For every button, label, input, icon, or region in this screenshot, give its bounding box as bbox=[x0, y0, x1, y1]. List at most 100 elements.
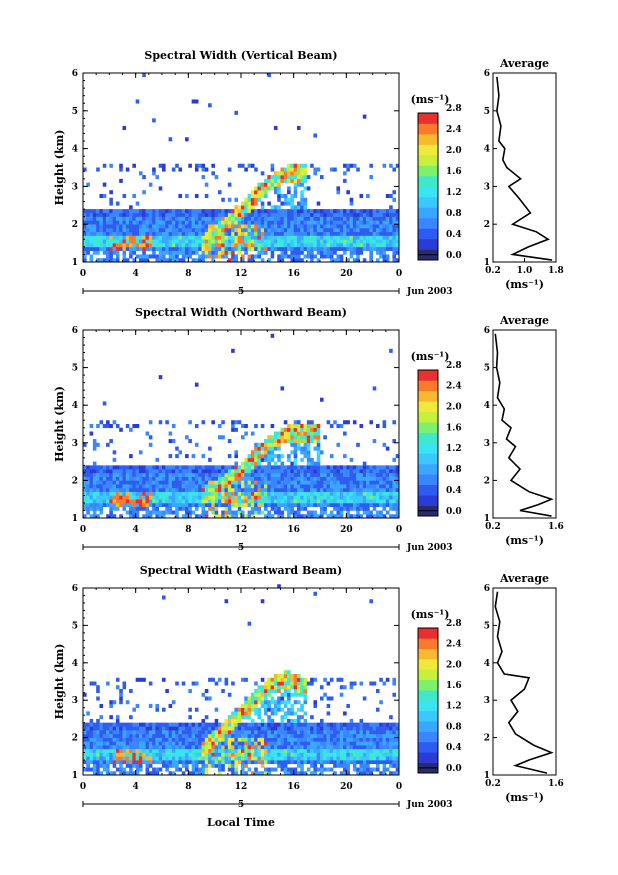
heatmap-cell bbox=[369, 235, 373, 240]
heatmap-cell bbox=[385, 756, 390, 761]
heatmap-cell bbox=[300, 182, 304, 187]
heatmap-cell bbox=[109, 748, 113, 753]
heatmap-cell bbox=[244, 756, 248, 761]
heatmap-cell bbox=[214, 235, 219, 240]
heatmap-cell bbox=[214, 718, 219, 723]
heatmap-cell bbox=[178, 193, 183, 199]
heatmap-cell bbox=[277, 480, 281, 485]
heatmap-cell bbox=[241, 487, 245, 492]
heatmap-cell bbox=[287, 454, 291, 459]
heatmap-cell bbox=[257, 461, 262, 466]
heatmap-cell bbox=[382, 484, 387, 489]
heatmap-cell bbox=[231, 771, 235, 776]
heatmap-cell bbox=[267, 209, 271, 214]
heatmap-cell bbox=[115, 231, 120, 236]
heatmap-cell bbox=[96, 424, 100, 429]
heatmap-cell bbox=[257, 227, 262, 233]
heatmap-cell bbox=[175, 767, 179, 772]
heatmap-cell bbox=[89, 681, 94, 686]
heatmap-cell bbox=[194, 243, 199, 248]
heatmap-cell bbox=[155, 216, 160, 221]
heatmap-cell bbox=[257, 692, 262, 697]
heatmap-cell bbox=[382, 235, 387, 240]
heatmap-cell bbox=[310, 510, 314, 515]
heatmap-cell bbox=[188, 760, 192, 765]
heatmap-cell bbox=[198, 737, 202, 742]
heatmap-cell bbox=[267, 771, 271, 776]
heatmap-cell bbox=[145, 220, 150, 225]
heatmap-cell bbox=[237, 510, 242, 515]
heatmap-cell bbox=[102, 193, 107, 199]
heatmap-cell bbox=[217, 730, 222, 735]
heatmap-cell bbox=[168, 733, 173, 738]
heatmap-cell bbox=[132, 752, 136, 757]
heatmap-cell bbox=[290, 737, 294, 742]
heatmap-cell bbox=[227, 209, 232, 214]
heatmap-cell bbox=[290, 480, 294, 485]
heatmap-cell bbox=[194, 745, 199, 750]
heatmap-cell bbox=[395, 224, 400, 229]
heatmap-cell bbox=[92, 726, 97, 731]
heatmap-cell bbox=[217, 737, 222, 742]
heatmap-cell bbox=[257, 457, 262, 462]
heatmap-cell bbox=[280, 254, 285, 259]
heatmap-cell bbox=[145, 771, 150, 776]
heatmap-cell bbox=[109, 745, 113, 750]
heatmap-cell bbox=[250, 201, 255, 206]
heatmap-cell bbox=[385, 495, 390, 500]
heatmap-cell bbox=[270, 681, 275, 686]
heatmap-cell bbox=[385, 227, 390, 233]
heatmap-cell bbox=[273, 182, 278, 187]
heatmap-cell bbox=[260, 480, 265, 485]
heatmap-cell bbox=[171, 502, 176, 508]
heatmap-cell bbox=[142, 752, 146, 757]
heatmap-cell bbox=[329, 220, 334, 225]
heatmap-cell bbox=[201, 175, 206, 180]
heatmap-cell bbox=[237, 491, 242, 496]
heatmap-cell bbox=[86, 752, 90, 757]
heatmap-cell bbox=[277, 741, 281, 746]
heatmap-cell bbox=[306, 726, 311, 731]
heatmap-cell bbox=[83, 767, 87, 772]
heatmap-cell bbox=[119, 700, 123, 705]
heatmap-cell bbox=[211, 171, 215, 176]
heatmap-cell bbox=[313, 427, 318, 432]
heatmap-cell bbox=[366, 487, 370, 492]
heatmap-cell bbox=[158, 499, 163, 504]
heatmap-cell bbox=[385, 502, 390, 508]
heatmap-cell bbox=[382, 209, 387, 214]
heatmap-cell bbox=[171, 748, 176, 753]
heatmap-cell bbox=[224, 681, 229, 686]
heatmap-cell bbox=[336, 502, 341, 508]
heatmap-cell bbox=[346, 703, 350, 708]
heatmap-cell bbox=[99, 258, 104, 263]
heatmap-cell bbox=[303, 454, 308, 459]
heatmap-cell bbox=[92, 760, 97, 765]
heatmap-cell bbox=[214, 491, 219, 496]
heatmap-cell bbox=[300, 167, 304, 172]
heatmap-cell bbox=[155, 767, 160, 772]
heatmap-cell bbox=[247, 752, 252, 757]
heatmap-cell bbox=[254, 737, 258, 742]
heatmap-cell bbox=[89, 220, 94, 225]
heatmap-cell bbox=[287, 469, 291, 474]
heatmap-cell bbox=[300, 212, 304, 217]
heatmap-cell bbox=[142, 476, 146, 481]
heatmap-cell bbox=[155, 726, 160, 731]
heatmap-cell bbox=[109, 760, 113, 765]
heatmap-cell bbox=[293, 205, 298, 210]
heatmap-cell bbox=[204, 510, 209, 515]
heatmap-cell bbox=[178, 748, 183, 753]
heatmap-cell bbox=[257, 741, 262, 746]
heatmap-cell bbox=[372, 235, 377, 240]
heatmap-cell bbox=[313, 752, 318, 757]
heatmap-cell bbox=[254, 733, 258, 738]
heatmap-cell bbox=[280, 495, 285, 500]
heatmap-cell bbox=[306, 767, 311, 772]
heatmap-cell bbox=[306, 514, 311, 519]
heatmap-cell bbox=[379, 487, 383, 492]
heatmap-cell bbox=[86, 722, 90, 727]
heatmap-cell bbox=[132, 726, 136, 731]
heatmap-cell bbox=[290, 495, 294, 500]
heatmap-cell bbox=[366, 763, 370, 768]
